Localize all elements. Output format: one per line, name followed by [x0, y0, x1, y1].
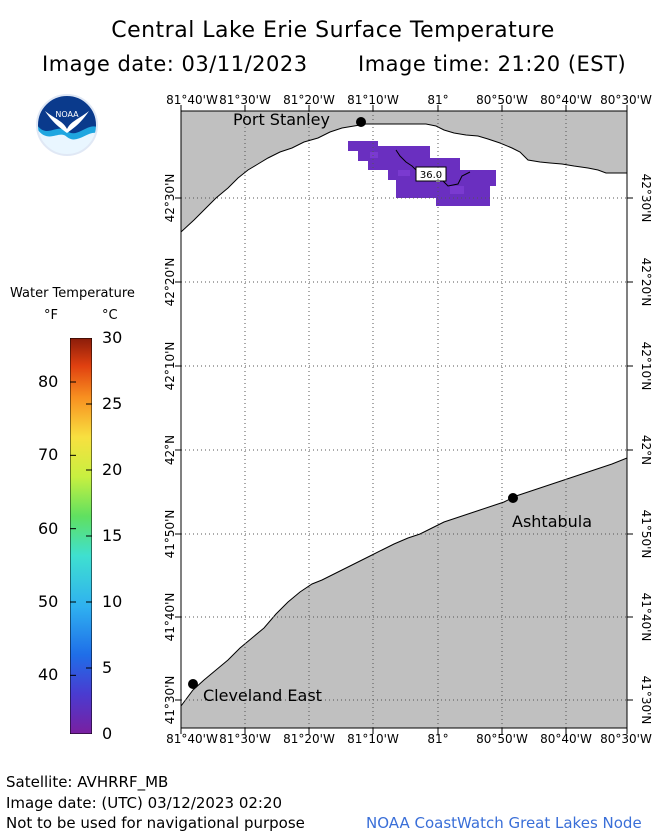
lon-label-top: 81°40'W [166, 93, 218, 107]
north-shore-land [180, 110, 628, 234]
colorbar-c-label: 25 [102, 394, 123, 413]
lat-label-right: 42°30'N [639, 174, 653, 223]
lat-label-right: 41°50'N [639, 510, 653, 559]
lat-label-left: 42°N [163, 435, 177, 465]
lon-label-bottom: 81°10'W [347, 732, 399, 746]
navigation-disclaimer: Not to be used for navigational purpose [6, 814, 305, 832]
graticule [181, 111, 627, 728]
south-shore-land [180, 457, 628, 729]
colorbar-c-label: 15 [102, 526, 123, 545]
lon-label-top: 81°10'W [347, 93, 399, 107]
cleveland-east-label: Cleveland East [203, 686, 322, 705]
lon-label-top: 81°20'W [283, 93, 335, 107]
map-title: Central Lake Erie Surface Temperature [111, 18, 555, 43]
image-time: Image time: 21:20 (EST) [358, 52, 627, 76]
lon-label-top: 81° [427, 93, 448, 107]
lon-label-top: 80°30'W [600, 93, 652, 107]
lat-label-right: 41°40'N [639, 593, 653, 642]
lon-label-bottom: 81°30'W [219, 732, 271, 746]
utc-image-date: Image date: (UTC) 03/12/2023 02:20 [6, 794, 283, 812]
colorbar-c-label: 10 [102, 592, 123, 611]
lat-label-left: 41°50'N [163, 510, 177, 559]
lat-label-left: 41°40'N [163, 593, 177, 642]
lon-label-bottom: 80°40'W [540, 732, 592, 746]
legend-unit-f: °F [44, 308, 58, 323]
lon-label-top: 80°50'W [476, 93, 528, 107]
colorbar-f-label: 50 [38, 592, 59, 611]
lat-label-left: 42°10'N [163, 342, 177, 391]
ashtabula-marker [508, 493, 518, 503]
logo-text: NOAA [55, 110, 79, 119]
lon-label-bottom: 81°40'W [166, 732, 218, 746]
noaa-credit: NOAA CoastWatch Great Lakes Node [366, 814, 642, 832]
colorbar-f-label: 70 [38, 445, 59, 465]
legend-title: Water Temperature [10, 286, 135, 301]
image-date: Image date: 03/11/2023 [42, 52, 308, 76]
port-stanley-marker [356, 117, 366, 127]
satellite-info: Satellite: AVHRRF_MB [6, 773, 169, 791]
ashtabula-label: Ashtabula [512, 512, 592, 531]
port-stanley-label: Port Stanley [233, 110, 330, 129]
lon-label-top: 80°40'W [540, 93, 592, 107]
legend-unit-c: °C [102, 308, 118, 323]
lat-label-right: 42°20'N [639, 258, 653, 307]
colorbar-f-label: 60 [38, 518, 59, 538]
lon-label-bottom: 80°30'W [600, 732, 652, 746]
colorbar-f-label: 80 [38, 372, 59, 391]
temperature-colorbar [70, 338, 92, 734]
colorbar-c-label: 5 [102, 658, 113, 677]
lat-label-left: 42°30'N [163, 174, 177, 223]
lat-label-left: 42°20'N [163, 258, 177, 307]
colorbar-c-label: 30 [102, 328, 123, 347]
map-frame [180, 110, 628, 729]
colorbar-f-label: 40 [38, 665, 59, 685]
lon-label-bottom: 81°20'W [283, 732, 335, 746]
lon-label-bottom: 81° [427, 732, 448, 746]
contour-label-box [415, 166, 447, 182]
colorbar-c-label: 20 [102, 460, 123, 479]
noaa-logo-icon: NOAA [36, 94, 98, 156]
lon-label-bottom: 80°50'W [476, 732, 528, 746]
lat-label-left: 41°30'N [163, 676, 177, 725]
lat-label-right: 42°N [639, 435, 653, 465]
contour-label: 36.0 [420, 170, 442, 181]
lat-label-right: 42°10'N [639, 342, 653, 391]
cleveland-east-marker [188, 679, 198, 689]
lon-label-top: 81°30'W [219, 93, 271, 107]
colorbar-c-label: 0 [102, 724, 113, 743]
lat-label-right: 41°30'N [639, 676, 653, 725]
